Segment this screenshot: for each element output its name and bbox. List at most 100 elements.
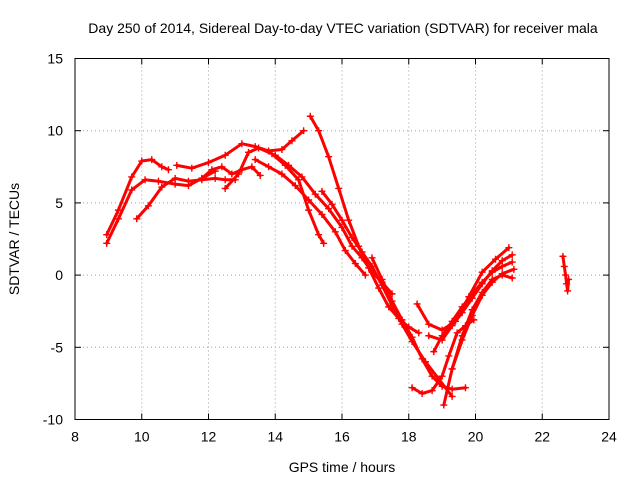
data-point bbox=[415, 329, 423, 337]
data-point bbox=[148, 156, 156, 164]
data-point bbox=[171, 174, 179, 182]
data-point bbox=[221, 184, 229, 192]
series-track-10 bbox=[318, 187, 456, 400]
data-point bbox=[488, 268, 496, 276]
x-tick-label: 8 bbox=[71, 429, 79, 445]
y-tick-label: 10 bbox=[47, 123, 63, 139]
data-point bbox=[173, 161, 181, 169]
data-point bbox=[478, 278, 486, 286]
y-tick-label: 15 bbox=[47, 51, 63, 67]
data-point bbox=[318, 187, 326, 195]
data-point bbox=[448, 385, 456, 393]
data-point bbox=[114, 206, 122, 214]
y-tick-label: -10 bbox=[43, 412, 63, 428]
data-point bbox=[448, 317, 456, 325]
data-point bbox=[256, 171, 264, 179]
data-point bbox=[325, 205, 333, 213]
data-point bbox=[425, 332, 433, 340]
x-tick-label: 16 bbox=[334, 429, 350, 445]
series-track-17 bbox=[448, 265, 518, 373]
data-point bbox=[184, 177, 192, 185]
data-point bbox=[245, 148, 253, 156]
data-point bbox=[221, 176, 229, 184]
data-point bbox=[138, 157, 146, 165]
data-point bbox=[248, 163, 256, 171]
data-point bbox=[498, 270, 506, 278]
data-point bbox=[408, 384, 416, 392]
data-point bbox=[305, 206, 313, 214]
data-point bbox=[438, 332, 446, 340]
y-tick-label: -5 bbox=[51, 339, 64, 355]
data-point bbox=[458, 336, 466, 344]
data-point bbox=[560, 262, 568, 270]
series-track-18 bbox=[559, 252, 573, 295]
x-tick-label: 18 bbox=[401, 429, 417, 445]
data-point bbox=[103, 231, 111, 239]
data-point bbox=[508, 251, 516, 259]
data-point bbox=[428, 387, 436, 395]
data-point bbox=[158, 163, 166, 171]
data-point bbox=[448, 365, 456, 373]
data-point bbox=[221, 151, 229, 159]
data-point bbox=[114, 215, 122, 223]
chart-title: Day 250 of 2014, Sidereal Day-to-day VTE… bbox=[88, 20, 598, 36]
data-point bbox=[458, 303, 466, 311]
data-point bbox=[445, 352, 453, 360]
data-point bbox=[218, 163, 226, 171]
data-point bbox=[318, 210, 326, 218]
data-series bbox=[103, 112, 573, 409]
data-point bbox=[300, 127, 308, 135]
data-point bbox=[368, 254, 376, 262]
y-tick-label: 5 bbox=[55, 195, 63, 211]
data-point bbox=[128, 173, 136, 181]
data-point bbox=[328, 200, 336, 208]
data-point bbox=[461, 384, 469, 392]
data-point bbox=[563, 280, 571, 288]
data-point bbox=[448, 392, 456, 400]
series-line bbox=[175, 129, 306, 170]
data-point bbox=[188, 164, 196, 172]
data-point bbox=[288, 137, 296, 145]
x-tick-label: 22 bbox=[534, 429, 550, 445]
data-point bbox=[408, 333, 416, 341]
data-point bbox=[251, 156, 259, 164]
series-track-6 bbox=[221, 144, 328, 247]
data-point bbox=[478, 291, 486, 299]
data-point bbox=[268, 150, 276, 158]
data-point bbox=[388, 297, 396, 305]
series-track-1 bbox=[103, 156, 172, 239]
data-point bbox=[164, 166, 172, 174]
grid bbox=[75, 58, 609, 420]
data-point bbox=[211, 174, 219, 182]
series-line bbox=[308, 114, 421, 335]
data-point bbox=[228, 170, 236, 178]
data-point bbox=[154, 177, 162, 185]
data-point bbox=[298, 173, 306, 181]
data-point bbox=[133, 215, 141, 223]
data-point bbox=[265, 163, 273, 171]
data-point bbox=[508, 274, 516, 282]
data-point bbox=[425, 320, 433, 328]
data-point bbox=[378, 275, 386, 283]
data-point bbox=[398, 316, 406, 324]
data-point bbox=[418, 355, 426, 363]
data-point bbox=[335, 184, 343, 192]
data-point bbox=[278, 170, 286, 178]
data-point bbox=[428, 372, 436, 380]
data-point bbox=[205, 158, 212, 166]
series-line bbox=[223, 146, 326, 245]
data-point bbox=[468, 312, 476, 320]
data-point bbox=[348, 234, 356, 242]
data-point bbox=[413, 300, 421, 308]
data-point bbox=[158, 183, 166, 191]
data-point bbox=[255, 144, 263, 152]
data-point bbox=[348, 242, 356, 250]
data-point bbox=[315, 231, 323, 239]
data-point bbox=[453, 329, 461, 337]
data-point bbox=[238, 140, 246, 148]
x-tick-label: 20 bbox=[468, 429, 484, 445]
data-point bbox=[198, 174, 206, 182]
x-tick-label: 14 bbox=[267, 429, 283, 445]
series-track-13 bbox=[413, 244, 513, 334]
